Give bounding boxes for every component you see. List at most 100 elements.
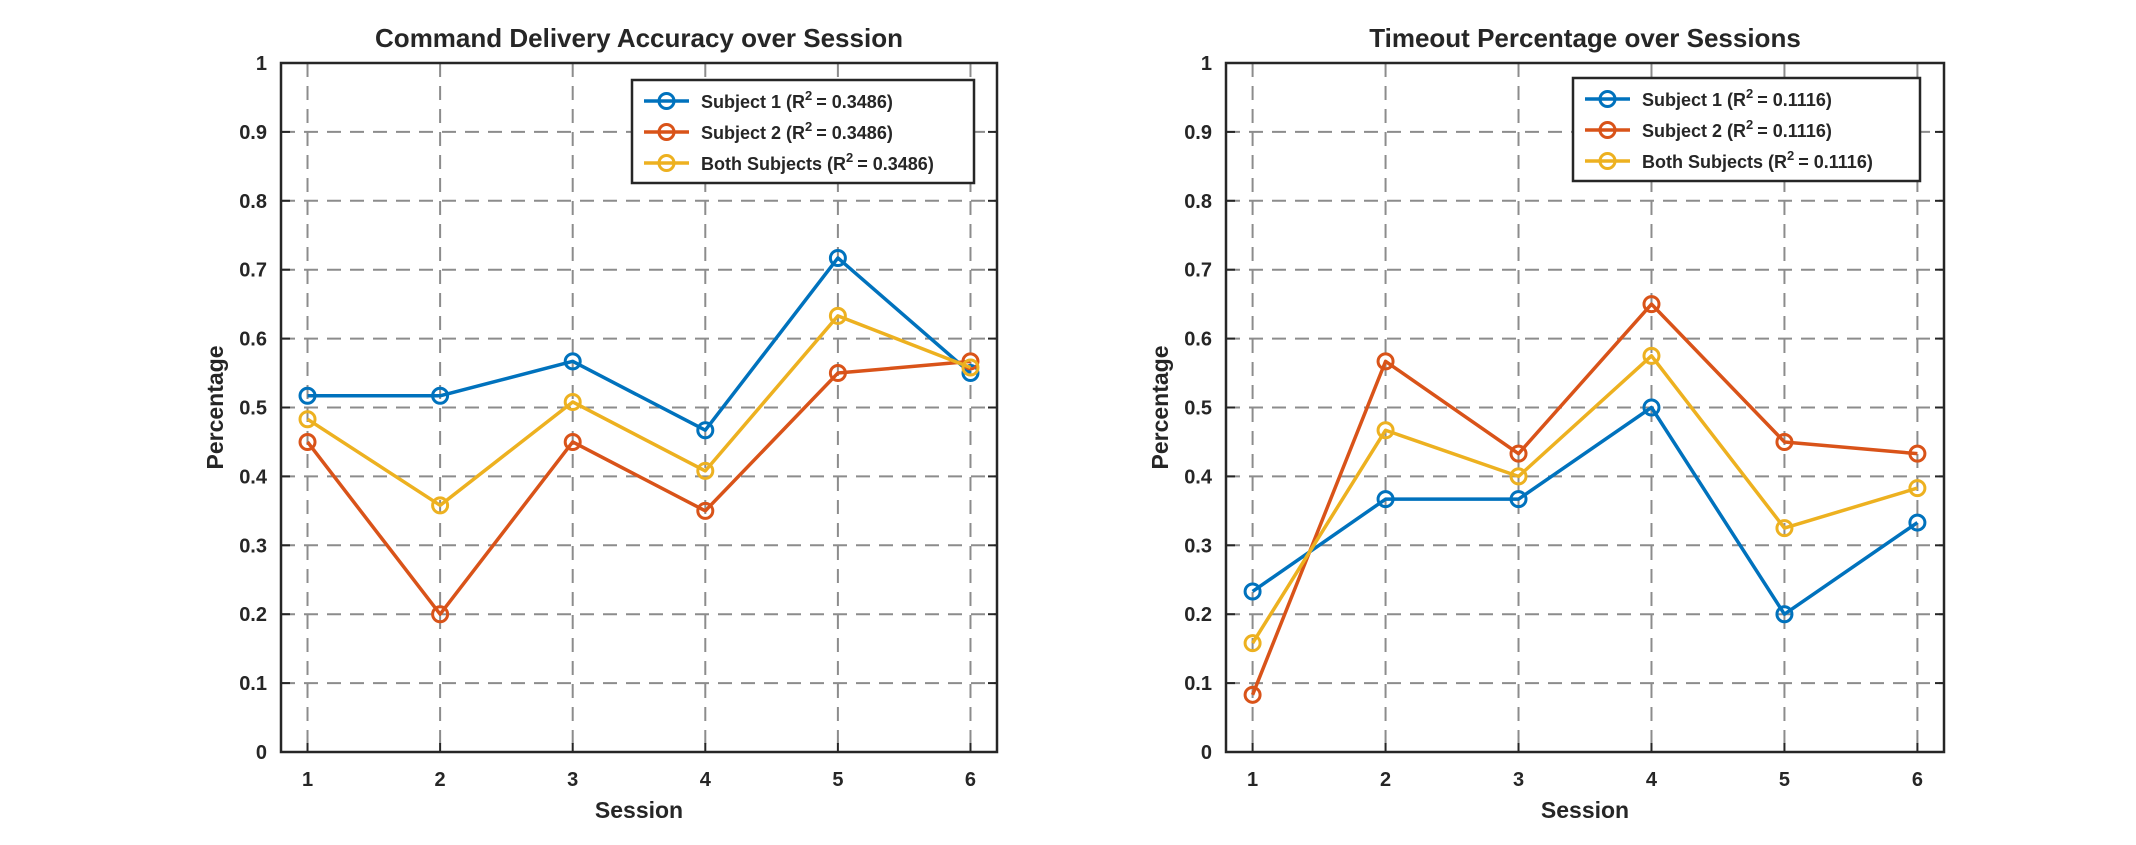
x-axis-label: Session <box>1541 797 1629 823</box>
x-tick-label: 3 <box>1513 769 1524 791</box>
y-axis-label: Percentage <box>202 345 228 469</box>
data-point <box>1775 519 1794 538</box>
chart-2: 0 0.1 0.2 0.3 0.4 0.5 0.6 0.7 0.8 0.9 1 1 2 3 4 5 6 Timeo… <box>1147 23 1946 823</box>
legend-swatch-marker <box>657 92 676 110</box>
data-point <box>1642 398 1661 417</box>
x-tick-label: 4 <box>700 769 712 791</box>
data-point <box>828 364 847 383</box>
data-point <box>298 386 317 405</box>
data-point <box>696 421 715 440</box>
y-tick-label: 0.2 <box>1184 604 1212 626</box>
y-tick-label: 1 <box>1201 53 1212 75</box>
y-tick-label: 1 <box>256 53 267 75</box>
data-point <box>1642 295 1661 314</box>
legend: Subject 1 (R2 = 0.1116) Subject 2 (R2 = 0.1… <box>1571 76 1922 183</box>
x-tick-label: 2 <box>1380 769 1391 791</box>
legend-entry-label: Both Subjects (R2 = 0.1116) <box>1642 148 1873 172</box>
x-tick-label: 1 <box>1247 769 1258 791</box>
x-tick-label: 1 <box>302 769 313 791</box>
y-tick-label: 0.2 <box>239 604 267 626</box>
axes-box <box>1224 61 1946 754</box>
data-point <box>1509 444 1528 463</box>
legend-swatch-marker <box>1598 90 1617 108</box>
data-point <box>696 501 715 520</box>
y-tick-label: 0.1 <box>1184 673 1212 695</box>
y-tick-label: 0.9 <box>239 122 267 144</box>
data-point <box>1908 444 1927 463</box>
series-line-3 <box>1251 354 1918 645</box>
axes-box <box>279 61 999 754</box>
data-point <box>563 432 582 451</box>
y-tick-label: 0 <box>1201 742 1212 764</box>
series-line-1 <box>307 256 972 432</box>
y-tick-label: 0.8 <box>1184 191 1212 213</box>
legend-box <box>1571 76 1922 183</box>
data-point <box>1908 513 1927 532</box>
chart-title: Command Delivery Accuracy over Session <box>375 23 903 53</box>
y-tick-label: 0.5 <box>239 398 267 420</box>
data-point <box>431 605 450 624</box>
y-tick-label: 0.3 <box>1184 535 1212 557</box>
data-point <box>1775 432 1794 451</box>
legend-swatch-marker <box>657 123 676 141</box>
chart-1: 0 0.1 0.2 0.3 0.4 0.5 0.6 0.7 0.8 0.9 1 1 2 3 4 5 6 Comma… <box>202 23 999 823</box>
legend-swatch-marker <box>1598 152 1617 170</box>
data-point <box>563 352 582 371</box>
data-point <box>1376 352 1395 371</box>
legend-entry-label: Subject 2 (R2 = 0.1116) <box>1642 117 1832 141</box>
x-tick-label: 6 <box>1912 769 1923 791</box>
legend-entry-label: Both Subjects (R2 = 0.3486) <box>701 150 934 174</box>
data-point <box>1509 467 1528 486</box>
data-point <box>1243 634 1262 653</box>
data-point <box>1376 421 1395 440</box>
data-point <box>1376 490 1395 509</box>
series-line-1 <box>1251 405 1919 616</box>
data-point <box>431 496 450 515</box>
y-tick-label: 0.6 <box>1184 329 1212 351</box>
data-point <box>1243 582 1262 601</box>
legend-entry-label: Subject 1 (R2 = 0.1116) <box>1642 86 1832 110</box>
data-point <box>1775 605 1794 624</box>
y-tick-label: 0.3 <box>239 535 267 557</box>
y-tick-label: 0.8 <box>239 191 267 213</box>
y-tick-label: 0.1 <box>239 673 267 695</box>
series-line-3 <box>306 314 972 508</box>
y-tick-label: 0.6 <box>239 329 267 351</box>
x-tick-label: 5 <box>1779 769 1790 791</box>
data-point <box>828 248 847 267</box>
y-tick-label: 0.9 <box>1184 122 1212 144</box>
data-point <box>431 386 450 405</box>
series-line-2 <box>306 359 971 616</box>
legend-swatch-marker <box>657 154 676 172</box>
y-tick-label: 0.7 <box>239 260 267 282</box>
y-axis-label: Percentage <box>1147 345 1173 469</box>
data-point <box>961 352 980 371</box>
data-point <box>563 392 582 411</box>
y-tick-label: 0.4 <box>239 466 268 488</box>
data-point <box>298 410 317 429</box>
y-tick-label: 0 <box>256 742 267 764</box>
data-point <box>961 358 980 377</box>
data-point <box>828 306 847 325</box>
chart-title: Timeout Percentage over Sessions <box>1369 23 1801 53</box>
data-point <box>1509 490 1528 509</box>
x-tick-label: 4 <box>1646 769 1658 791</box>
legend-swatch-marker <box>1598 121 1617 139</box>
data-point <box>1642 346 1661 365</box>
y-tick-label: 0.7 <box>1184 260 1212 282</box>
legend-entry-label: Subject 2 (R2 = 0.3486) <box>701 119 893 143</box>
y-tick-label: 0.5 <box>1184 398 1212 420</box>
data-point <box>696 461 715 480</box>
x-axis-label: Session <box>595 797 683 823</box>
data-point <box>1243 685 1262 704</box>
series-line-2 <box>1250 302 1918 696</box>
x-tick-label: 6 <box>965 769 976 791</box>
data-point <box>1908 479 1927 498</box>
x-tick-label: 5 <box>832 769 843 791</box>
legend: Subject 1 (R2 = 0.3486) Subject 2 (R2 = 0.3… <box>630 78 976 185</box>
data-point <box>298 432 317 451</box>
x-tick-label: 2 <box>435 769 446 791</box>
legend-entry-label: Subject 1 (R2 = 0.3486) <box>701 88 893 112</box>
